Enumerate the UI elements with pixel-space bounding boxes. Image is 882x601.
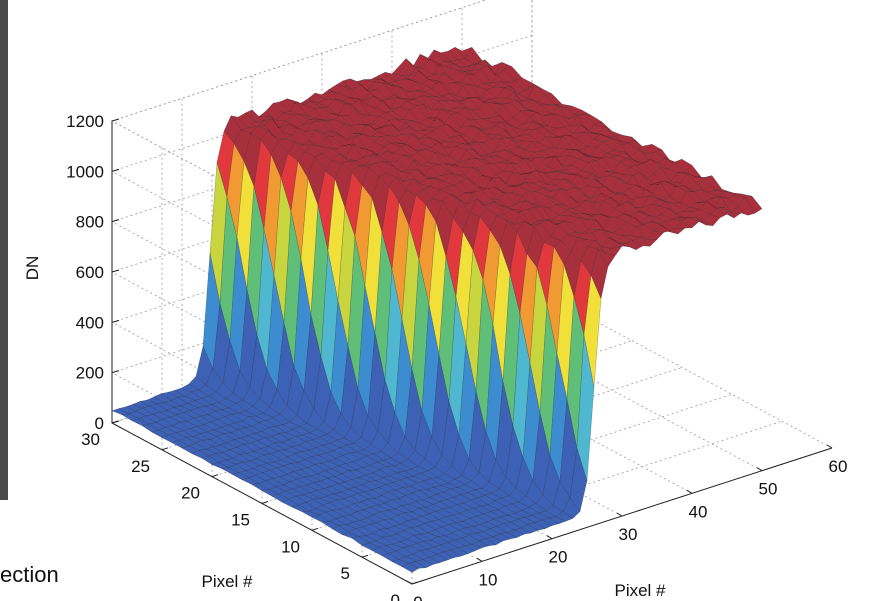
- side-caption-text: ection: [0, 562, 59, 587]
- z-tick-mark: [111, 219, 120, 223]
- z-tick-label: 200: [76, 364, 104, 383]
- z-tick-mark: [111, 269, 120, 273]
- z-tick-mark: [111, 118, 120, 122]
- z-tick-label: 800: [76, 213, 104, 232]
- y-tick-mark: [411, 581, 419, 585]
- y-tick-mark: [111, 420, 119, 424]
- z-tick-mark: [111, 370, 120, 374]
- y-tick-label: 10: [281, 537, 300, 556]
- y-tick-mark: [161, 447, 169, 451]
- z-tick-label: 1000: [66, 162, 104, 181]
- surface-mesh: [111, 46, 763, 573]
- x-tick-mark: [406, 580, 413, 585]
- x-tick-mark: [826, 444, 833, 449]
- z-tick-mark: [111, 319, 120, 323]
- z-axis-label: DN: [23, 256, 42, 281]
- z-tick-label: 600: [76, 263, 104, 282]
- x-axis-label: Pixel #: [614, 581, 666, 600]
- x-axis-ticks: 0 10 20 30 40 50 60: [406, 444, 848, 601]
- x-tick-label: 30: [619, 525, 638, 544]
- y-tick-mark: [361, 554, 369, 558]
- x-tick-mark: [756, 467, 763, 472]
- z-axis-ticks: 0 200 400 600 800 1000 1200: [66, 112, 120, 433]
- z-tick-label: 0: [95, 414, 104, 433]
- x-tick-label: 0: [413, 593, 422, 601]
- x-tick-label: 20: [549, 548, 568, 567]
- x-tick-mark: [686, 489, 693, 494]
- z-tick-mark: [111, 168, 120, 172]
- left-photo-strip: [0, 0, 8, 500]
- y-tick-mark: [261, 501, 269, 504]
- y-tick-label: 15: [231, 511, 250, 530]
- x-tick-mark: [546, 535, 553, 540]
- y-tick-mark: [311, 527, 319, 531]
- y-tick-label: 20: [181, 484, 200, 503]
- surface-facet: [744, 195, 763, 214]
- y-tick-mark: [211, 474, 219, 478]
- y-tick-label: 30: [81, 430, 100, 449]
- x-tick-label: 10: [479, 570, 498, 589]
- z-tick-label: 1200: [66, 112, 104, 131]
- y-tick-label: 5: [341, 564, 350, 583]
- x-tick-label: 60: [829, 457, 848, 476]
- y-axis-ticks: 0 5 10 15 20 25 30: [81, 420, 419, 601]
- y-tick-label: 0: [391, 591, 400, 601]
- x-tick-label: 40: [689, 502, 708, 521]
- y-tick-label: 25: [131, 457, 150, 476]
- y-axis-label: Pixel #: [201, 572, 253, 591]
- x-tick-mark: [616, 512, 623, 517]
- x-tick-mark: [476, 557, 483, 562]
- z-tick-label: 400: [76, 313, 104, 332]
- x-tick-label: 50: [759, 480, 778, 499]
